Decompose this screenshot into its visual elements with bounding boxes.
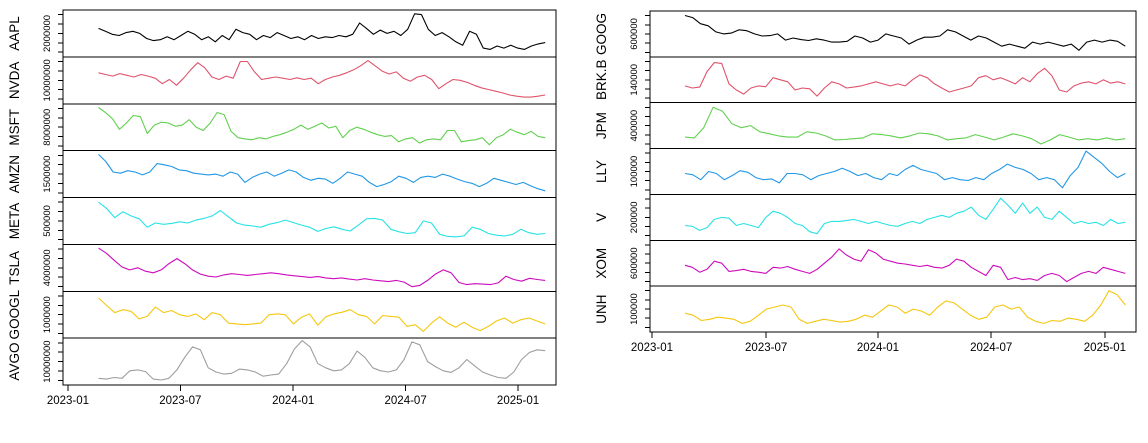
y-axis-tick-label: 1500000 [42, 156, 53, 193]
series-line-GOOGL [98, 297, 546, 332]
x-axis-tick-label: 2024-07 [970, 342, 1012, 354]
panel-ticker-label: GOOGL [7, 289, 22, 339]
panel-ticker-label: MSFT [7, 109, 22, 146]
panel-ticker-label: V [594, 213, 609, 222]
y-axis-tick-label: 100000 [629, 293, 640, 325]
panel-ticker-label: AAPL [7, 16, 22, 51]
panel-ticker-label: TSLA [7, 251, 22, 285]
series-line-META [98, 201, 546, 238]
x-axis-tick-label: 2023-01 [47, 395, 89, 407]
x-axis-tick-label: 2024-07 [385, 395, 427, 407]
panel-ticker-label: GOOG [594, 13, 609, 55]
x-axis-tick-label: 2023-07 [745, 342, 787, 354]
panel-ticker-label: UNH [594, 294, 609, 323]
y-axis-tick-label: 200000 [629, 202, 640, 234]
panel-ticker-label: XOM [594, 248, 609, 279]
series-line-AMZN [98, 154, 546, 192]
y-axis-tick-label: 10000000 [42, 340, 53, 382]
panel-box-UNH [649, 285, 1137, 333]
panel-ticker-label: AMZN [7, 155, 22, 193]
y-axis-tick-label: 2000000 [42, 15, 53, 52]
y-axis-tick-label: 4000000 [42, 249, 53, 286]
x-axis-tick-label: 2023-07 [159, 395, 201, 407]
y-axis-tick-label: 600000 [629, 18, 640, 50]
series-line-MSFT [98, 107, 546, 146]
series-line-JPM [684, 106, 1126, 145]
series-line-TSLA [98, 247, 546, 288]
panel-ticker-label: AVGO [7, 343, 22, 381]
y-axis-tick-label: 1000000 [42, 296, 53, 333]
series-line-AAPL [98, 13, 546, 50]
series-line-BRK.B [684, 62, 1126, 97]
y-axis-tick-label: 500000 [42, 205, 53, 237]
panel-ticker-label: META [7, 203, 22, 240]
series-line-NVDA [98, 60, 546, 98]
panel-ticker-label: BRK.B [594, 60, 609, 101]
panel-ticker-label: JPM [594, 112, 609, 139]
panel-box-BRK.B [649, 56, 1137, 104]
series-line-LLY [684, 150, 1126, 189]
series-line-UNH [684, 290, 1126, 324]
x-axis-tick-label: 2025-01 [1084, 342, 1126, 354]
series-line-V [684, 197, 1126, 235]
panel-ticker-label: NVDA [7, 62, 22, 100]
y-axis-tick-label: 10000000 [42, 59, 53, 101]
panel-ticker-label: LLY [594, 160, 609, 183]
x-axis-tick-label: 2024-01 [857, 342, 899, 354]
x-axis-tick-label: 2025-01 [497, 395, 539, 407]
series-line-XOM [684, 248, 1126, 283]
series-line-AVGO [98, 340, 546, 381]
y-axis-tick-label: 100000 [629, 156, 640, 188]
x-axis-tick-label: 2023-01 [631, 342, 673, 354]
y-axis-tick-label: 600000 [629, 247, 640, 279]
y-axis-tick-label: 400000 [629, 110, 640, 142]
panel-box-JPM [649, 102, 1137, 150]
y-axis-tick-label: 140000 [629, 64, 640, 96]
x-axis-tick-label: 2024-01 [272, 395, 314, 407]
y-axis-tick-label: 8000000 [42, 109, 53, 146]
series-line-GOOG [684, 14, 1126, 51]
